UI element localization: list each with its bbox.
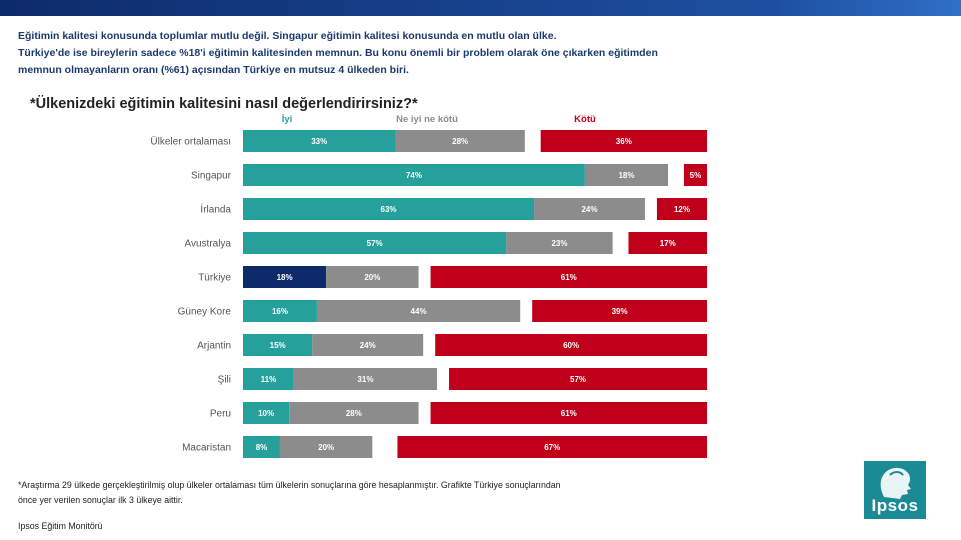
category-label-avustralya: Avustralya xyxy=(184,239,231,250)
data-label-good-peru: 10% xyxy=(258,409,274,418)
data-label-neutral-turkiye: 20% xyxy=(364,273,380,282)
bar-neutral-peru xyxy=(289,402,419,424)
bar-neutral-guney-kore xyxy=(316,300,521,322)
data-label-good-sili: 11% xyxy=(261,375,277,384)
data-label-neutral-sili: 31% xyxy=(357,375,373,384)
data-label-neutral-guney-kore: 44% xyxy=(411,307,427,316)
category-label-singapur: Singapur xyxy=(191,171,232,182)
category-label-guney-kore: Güney Kore xyxy=(178,307,232,318)
data-label-good-avustralya: 57% xyxy=(367,239,383,248)
bar-bad-turkiye xyxy=(430,266,707,288)
bar-bad-sili xyxy=(449,368,707,390)
bar-good-macaristan xyxy=(243,436,280,458)
data-label-neutral-avustralya: 23% xyxy=(551,239,567,248)
data-label-good-turkiye: 18% xyxy=(277,273,293,282)
ipsos-logo: Ipsos xyxy=(864,461,926,519)
bar-bad-ulkeler-ortalamasi xyxy=(540,130,707,152)
bar-good-arjantin xyxy=(243,334,313,356)
data-label-good-macaristan: 8% xyxy=(256,443,268,452)
legend-bad: Kötü xyxy=(574,114,596,125)
bar-good-turkiye xyxy=(243,266,327,288)
data-label-neutral-macaristan: 20% xyxy=(318,443,334,452)
data-label-neutral-peru: 28% xyxy=(346,409,362,418)
intro-line-1: Eğitimin kalitesi konusunda toplumlar mu… xyxy=(18,30,557,42)
data-label-bad-ulkeler-ortalamasi: 36% xyxy=(616,137,632,146)
bar-good-ulkeler-ortalamasi xyxy=(243,130,396,152)
bar-neutral-irlanda xyxy=(534,198,645,220)
logo-wordmark: Ipsos xyxy=(871,496,919,515)
bar-neutral-avustralya xyxy=(506,232,613,254)
logo-head-icon xyxy=(880,467,911,499)
legend-good: İyi xyxy=(281,114,293,125)
footnote: *Araştırma 29 ülkede gerçekleştirilmiş o… xyxy=(18,478,818,508)
bar-neutral-macaristan xyxy=(279,436,373,458)
data-label-good-irlanda: 63% xyxy=(381,205,397,214)
data-label-bad-singapur: 5% xyxy=(690,171,702,180)
bar-neutral-ulkeler-ortalamasi xyxy=(395,130,525,152)
bar-good-sili xyxy=(243,368,294,390)
bar-good-avustralya xyxy=(243,232,507,254)
bar-bad-arjantin xyxy=(435,334,707,356)
category-label-ulkeler-ortalamasi: Ülkeler ortalaması xyxy=(150,136,231,148)
category-label-turkiye: Türkiye xyxy=(198,273,231,284)
bar-good-peru xyxy=(243,402,290,424)
data-label-neutral-singapur: 18% xyxy=(618,171,634,180)
data-label-neutral-arjantin: 24% xyxy=(360,341,376,350)
data-label-bad-sili: 57% xyxy=(570,375,586,384)
legend-neutral: Ne iyi ne kötü xyxy=(396,114,458,125)
bar-bad-peru xyxy=(430,402,707,424)
bar-good-guney-kore xyxy=(243,300,317,322)
data-label-bad-guney-kore: 39% xyxy=(612,307,628,316)
bar-bad-singapur xyxy=(683,164,707,186)
bar-neutral-arjantin xyxy=(312,334,424,356)
intro-text: Eğitimin kalitesi konusunda toplumlar mu… xyxy=(18,28,878,79)
chart-title: *Ülkenizdeki eğitimin kalitesini nasıl d… xyxy=(30,96,418,112)
data-label-bad-irlanda: 12% xyxy=(674,205,690,214)
bar-bad-avustralya xyxy=(628,232,707,254)
data-label-good-singapur: 74% xyxy=(406,171,422,180)
category-label-peru: Peru xyxy=(210,409,231,420)
data-label-bad-turkiye: 61% xyxy=(561,273,577,282)
data-label-neutral-irlanda: 24% xyxy=(581,205,597,214)
data-label-neutral-ulkeler-ortalamasi: 28% xyxy=(452,137,468,146)
bar-bad-guney-kore xyxy=(532,300,707,322)
bar-neutral-sili xyxy=(293,368,438,390)
source-label: Ipsos Eğitim Monitörü xyxy=(18,521,103,531)
bar-neutral-singapur xyxy=(584,164,669,186)
footnote-line-1: *Araştırma 29 ülkede gerçekleştirilmiş o… xyxy=(18,480,561,490)
data-label-bad-macaristan: 67% xyxy=(544,443,560,452)
category-label-macaristan: Macaristan xyxy=(182,443,231,454)
data-label-good-guney-kore: 16% xyxy=(272,307,288,316)
intro-line-3: memnun olmayanların oranı (%61) açısında… xyxy=(18,64,409,76)
category-label-arjantin: Arjantin xyxy=(197,341,231,352)
bar-bad-macaristan xyxy=(397,436,707,458)
data-label-bad-peru: 61% xyxy=(561,409,577,418)
bar-good-singapur xyxy=(243,164,585,186)
category-label-irlanda: İrlanda xyxy=(200,203,231,216)
bar-neutral-turkiye xyxy=(326,266,419,288)
data-label-good-ulkeler-ortalamasi: 33% xyxy=(311,137,327,146)
data-label-bad-arjantin: 60% xyxy=(563,341,579,350)
data-label-good-arjantin: 15% xyxy=(270,341,286,350)
intro-line-2: Türkiye'de ise bireylerin sadece %18'i e… xyxy=(18,47,658,59)
data-label-bad-avustralya: 17% xyxy=(660,239,676,248)
header-band xyxy=(0,0,961,16)
category-label-sili: Şili xyxy=(218,375,231,386)
footnote-line-2: önce yer verilen sonuçlar ilk 3 ülkeye a… xyxy=(18,495,183,505)
bar-bad-irlanda xyxy=(656,198,707,220)
bar-good-irlanda xyxy=(243,198,535,220)
